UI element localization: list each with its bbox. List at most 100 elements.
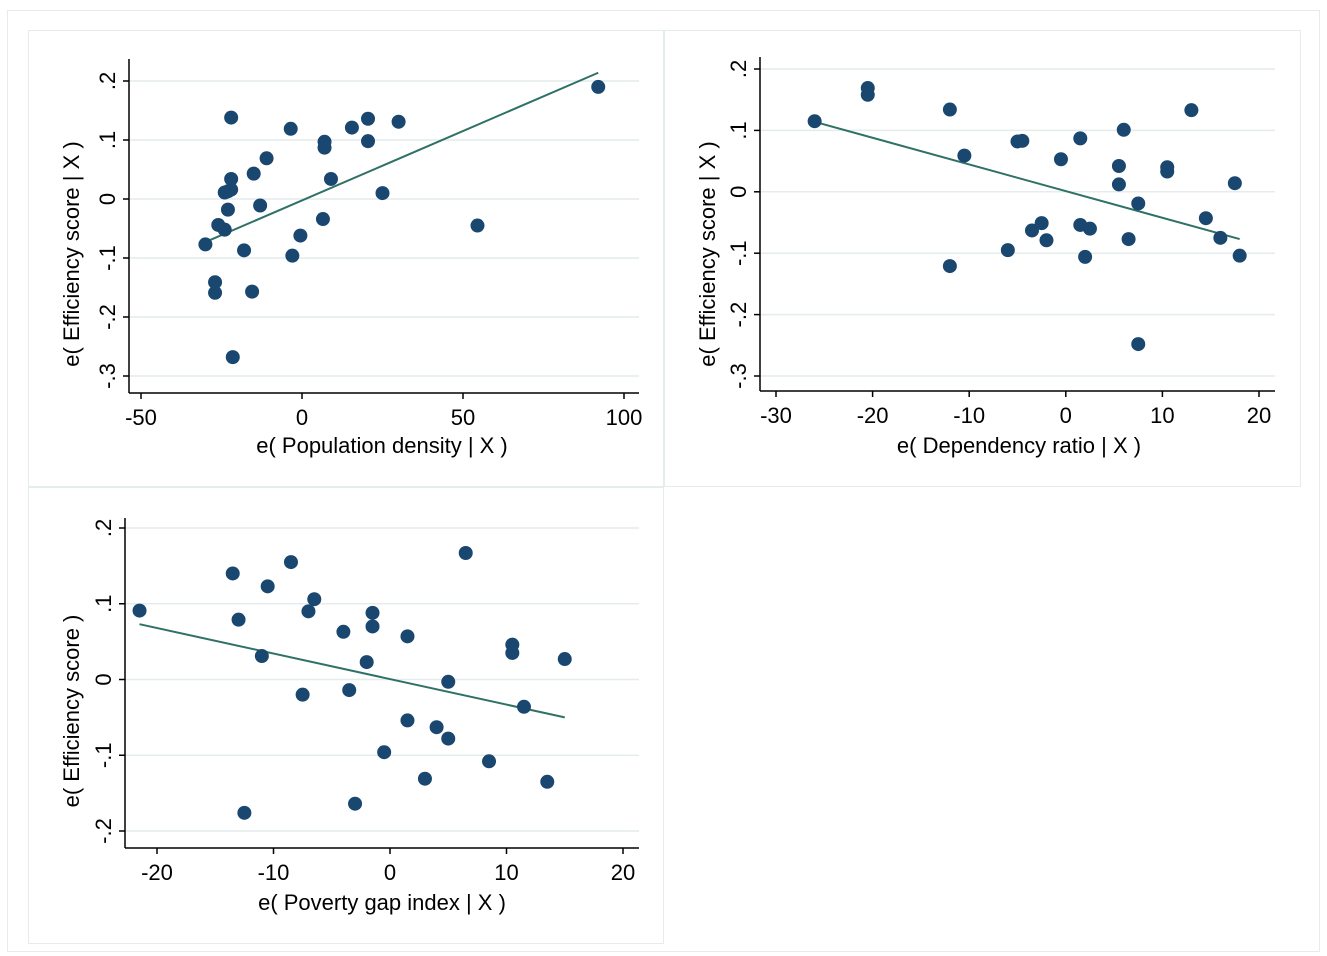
y-tick-label: -.2 [726, 302, 751, 328]
scatter-plot-population-density: e( Population density | X ) e( Efficienc… [59, 59, 643, 458]
data-point [1198, 211, 1213, 226]
data-point [1160, 164, 1175, 179]
data-point [1078, 249, 1093, 264]
y-tick-label: -.1 [95, 245, 120, 271]
data-point [361, 134, 376, 149]
data-point [417, 771, 432, 786]
data-point [505, 645, 520, 660]
data-point [458, 545, 473, 560]
x-tick-label: 20 [1247, 403, 1271, 428]
data-point [1131, 337, 1146, 352]
data-point [377, 745, 392, 760]
data-point [516, 699, 531, 714]
x-axis-title: e( Population density | X ) [256, 433, 508, 458]
data-point [365, 619, 380, 634]
x-tick-label: -20 [857, 403, 889, 428]
data-point [1116, 122, 1131, 137]
data-point [342, 683, 357, 698]
y-tick-label: .1 [726, 121, 751, 139]
data-point [245, 284, 260, 299]
scatter-plot-dependency-ratio: e( Dependency ratio | X ) e( Efficiency … [695, 57, 1275, 458]
panel-poverty-gap-index: e( Poverty gap index | X ) e( Efficiency… [28, 487, 664, 944]
x-tick-label: 100 [606, 405, 643, 430]
y-tick-label: -.1 [91, 742, 116, 768]
data-point [317, 140, 332, 155]
data-point [254, 649, 269, 664]
data-point [348, 796, 363, 811]
panel-population-density: e( Population density | X ) e( Efficienc… [28, 30, 664, 487]
data-point [323, 171, 338, 186]
data-point [237, 805, 252, 820]
data-point [224, 110, 239, 125]
data-point [231, 612, 246, 627]
data-point [400, 629, 415, 644]
data-point [400, 713, 415, 728]
y-tick-label: .1 [95, 131, 120, 149]
y-tick-label: -.2 [91, 818, 116, 844]
data-point [942, 259, 957, 274]
x-tick-label: 0 [1060, 403, 1072, 428]
data-point [1000, 243, 1015, 258]
x-axis-title: e( Poverty gap index | X ) [258, 890, 506, 915]
data-point [441, 674, 456, 689]
x-tick-label: 0 [384, 860, 396, 885]
y-axis-title: e( Efficiency score | X ) [695, 141, 720, 366]
x-tick-label: -10 [953, 403, 985, 428]
fitted-line [139, 623, 565, 719]
data-point [253, 198, 268, 213]
data-point [1111, 177, 1126, 192]
x-tick-label: 10 [1150, 403, 1174, 428]
data-point [807, 114, 822, 129]
panel-dependency-ratio: e( Dependency ratio | X ) e( Efficiency … [664, 30, 1301, 487]
data-point [237, 243, 252, 258]
data-point [1111, 159, 1126, 174]
x-tick-label: 20 [611, 860, 635, 885]
data-point [285, 248, 300, 263]
data-point [482, 754, 497, 769]
data-point [283, 555, 298, 570]
data-point [225, 566, 240, 581]
data-point [942, 102, 957, 117]
y-tick-label: 0 [726, 186, 751, 198]
y-axis-title: e( Efficiency score ) [59, 615, 84, 808]
data-point [295, 687, 310, 702]
data-point [344, 120, 359, 135]
data-point [540, 774, 555, 789]
data-point [1121, 232, 1136, 247]
y-tick-label: .2 [91, 519, 116, 537]
data-point [211, 217, 226, 232]
data-point [591, 79, 606, 94]
data-point [225, 350, 240, 365]
data-point [283, 121, 298, 136]
fitted-line [814, 120, 1240, 241]
data-point [470, 218, 485, 233]
data-point [198, 237, 213, 252]
data-point [1184, 103, 1199, 118]
x-tick-label: 50 [451, 405, 475, 430]
data-point [217, 185, 232, 200]
data-point [259, 151, 274, 166]
y-tick-label: .1 [91, 595, 116, 613]
x-axis-title: e( Dependency ratio | X ) [897, 433, 1141, 458]
data-point [391, 114, 406, 129]
y-tick-label: -.3 [726, 363, 751, 389]
data-point [1232, 248, 1247, 263]
data-point [365, 605, 380, 620]
data-point [441, 731, 456, 746]
x-tick-label: 10 [494, 860, 518, 885]
data-point [246, 166, 261, 181]
data-point [1039, 233, 1054, 248]
data-point [1227, 176, 1242, 191]
data-point [1024, 223, 1039, 238]
scatter-plot-poverty-gap-index: e( Poverty gap index | X ) e( Efficiency… [59, 518, 639, 915]
data-point [1053, 152, 1068, 167]
data-point [1213, 230, 1228, 245]
y-tick-label: 0 [95, 193, 120, 205]
data-point [957, 148, 972, 163]
data-point [208, 285, 223, 300]
x-tick-label: -10 [258, 860, 290, 885]
data-point [1034, 216, 1049, 231]
data-point [1082, 221, 1097, 236]
data-point [1131, 196, 1146, 211]
data-point [307, 592, 322, 607]
